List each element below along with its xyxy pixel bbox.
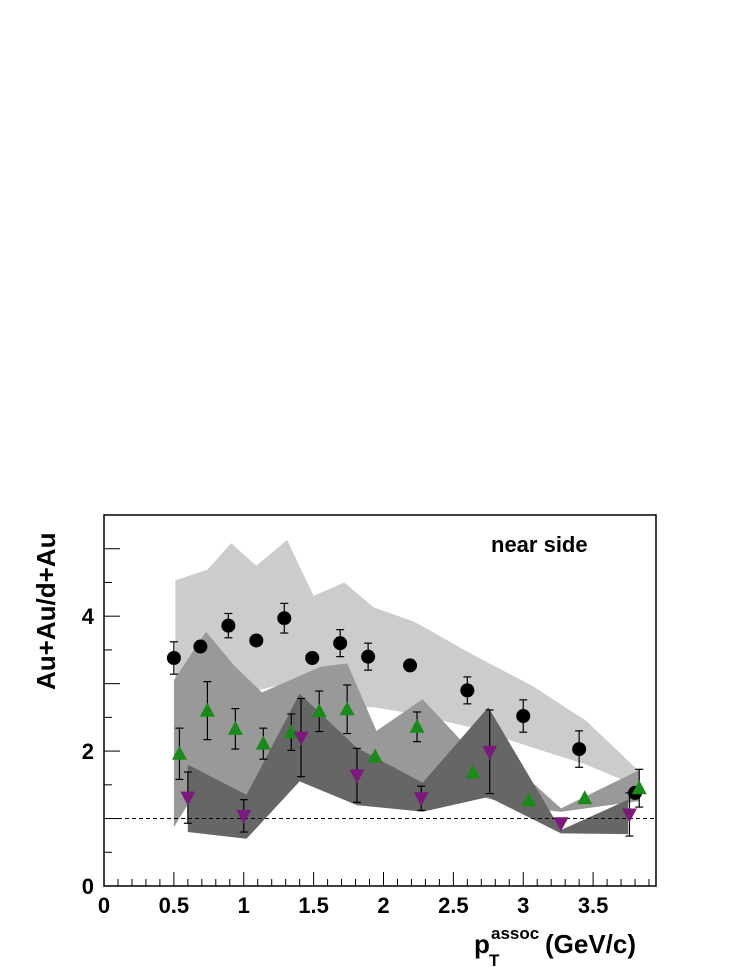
series-2-point: [521, 792, 537, 807]
x-tick-label: 1: [238, 893, 250, 918]
y-axis-title: Au+Au/d+Au: [31, 533, 61, 690]
series-2-point: [577, 790, 593, 805]
x-tick-label: 2: [377, 893, 389, 918]
series-1-point: [460, 683, 475, 698]
series-1-point: [166, 651, 181, 666]
series-2-point: [227, 720, 243, 735]
x-axis-title-main: p: [474, 929, 490, 959]
series-2-point: [339, 701, 355, 716]
series-1-point: [361, 649, 376, 664]
series-1-point: [249, 633, 264, 648]
x-tick-labels: 0 0.5 1 1.5 2 2.5 3 3.5: [98, 893, 609, 918]
series-1-point: [193, 639, 208, 654]
series-2-point: [409, 718, 425, 733]
series-3-point: [482, 745, 498, 760]
series-3-point: [180, 791, 196, 806]
series-2-point: [465, 764, 481, 779]
x-tick-label: 2.5: [438, 893, 469, 918]
systematic-band-3: [187, 693, 629, 839]
series-1-point: [221, 618, 236, 633]
series-2-point: [283, 724, 299, 739]
series-1-point: [305, 651, 320, 666]
series-2-point: [255, 735, 271, 750]
x-tick-label: 1.5: [298, 893, 329, 918]
series-2-point: [171, 745, 187, 760]
series-2-point: [199, 702, 215, 717]
x-tick-label: 0: [98, 893, 110, 918]
y-tick-label: 4: [82, 604, 95, 629]
plot-frame: [103, 514, 657, 887]
y-tick-label: 0: [82, 874, 94, 899]
series-1-point: [572, 742, 587, 757]
x-tick-label: 0.5: [159, 893, 190, 918]
series-1-point: [403, 658, 418, 673]
series-3-point: [293, 731, 309, 746]
x-axis-title-subscript: T: [489, 951, 500, 967]
series-2-point: [311, 703, 327, 718]
x-axis-title: p T assoc (GeV/c): [474, 924, 636, 967]
series-3-point: [413, 792, 429, 807]
x-axis-title-unit: (GeV/c): [545, 929, 636, 959]
axis-ticks: [103, 514, 650, 887]
series-2-point: [631, 780, 647, 795]
y-tick-label: 2: [82, 739, 94, 764]
x-axis-title-superscript: assoc: [491, 924, 539, 943]
series-3-point: [621, 808, 637, 823]
series-1-point: [333, 636, 348, 651]
x-tick-label: 3: [517, 893, 529, 918]
x-tick-label: 3.5: [578, 893, 609, 918]
data-markers: [166, 611, 647, 832]
series-3-point: [349, 769, 365, 784]
series-3-point: [553, 817, 569, 832]
series-3-point: [236, 809, 252, 824]
annotation-near-side: near side: [491, 532, 588, 557]
y-tick-labels: 0 2 4: [82, 604, 95, 899]
series-1-point: [277, 611, 292, 626]
series-2-point: [367, 748, 383, 763]
series-1-point: [516, 709, 531, 724]
